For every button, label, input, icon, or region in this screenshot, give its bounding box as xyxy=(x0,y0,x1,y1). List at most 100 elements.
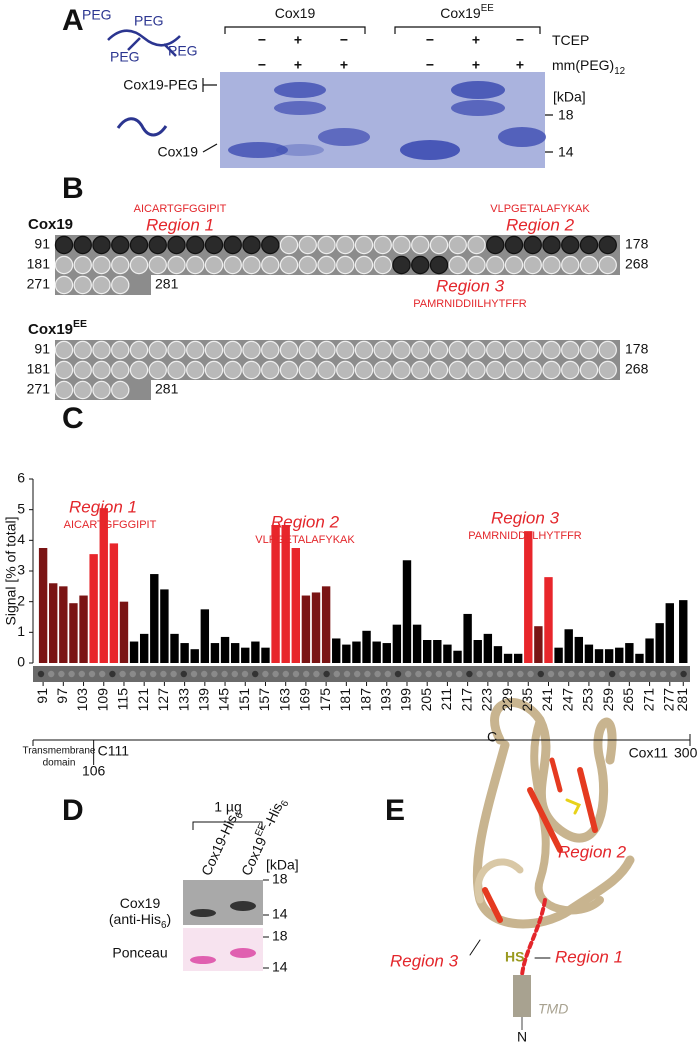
x-tick-label: 271 xyxy=(640,688,656,712)
row-end: 178 xyxy=(625,341,649,357)
bar xyxy=(251,641,260,663)
peptide-spot xyxy=(448,340,467,360)
peptide-spot xyxy=(186,340,205,360)
bar xyxy=(412,624,422,663)
peptide-spot xyxy=(111,340,130,360)
blot-label: Cox19 xyxy=(120,895,161,911)
bar xyxy=(503,653,513,663)
peptide-spot xyxy=(448,255,467,275)
sign: − xyxy=(258,57,266,73)
strip-spot xyxy=(313,670,320,678)
strip-spot xyxy=(517,670,524,678)
region-sequence: AICARTGFGGIPIT xyxy=(134,203,227,215)
peptide-spot xyxy=(561,255,580,275)
strip-spot xyxy=(558,670,565,678)
peptide-spot xyxy=(504,360,524,380)
x-tick-label: 145 xyxy=(216,688,232,712)
region-name: Region 1 xyxy=(146,215,214,234)
peptide-spot xyxy=(167,360,186,380)
bar xyxy=(625,643,634,663)
array-strip xyxy=(33,666,690,682)
array-name: Cox19EE xyxy=(28,318,87,338)
x-tick-label: 205 xyxy=(418,688,434,712)
strip-spot xyxy=(262,670,269,678)
peptide-spot xyxy=(73,360,92,380)
x-tick-label: 265 xyxy=(620,688,636,712)
bar xyxy=(645,638,654,663)
peptide-spot xyxy=(204,360,224,380)
text-part: 6 xyxy=(161,920,167,931)
group-label: Cox19 xyxy=(275,5,316,21)
bar xyxy=(332,638,341,663)
panel-letter: B xyxy=(62,172,84,205)
strip-spot xyxy=(48,670,55,678)
cys-label: C111 xyxy=(98,743,130,759)
row-end: 281 xyxy=(155,381,179,397)
cox11-end-label: 300 xyxy=(674,745,698,761)
x-tick-label: 235 xyxy=(519,688,535,712)
kda-label: [kDa] xyxy=(266,857,299,873)
peptide-spot xyxy=(129,340,149,360)
peptide-spot xyxy=(579,255,599,275)
bar xyxy=(38,548,48,663)
peptide-spot xyxy=(129,255,149,275)
peptide-spot xyxy=(204,235,224,255)
peptide-spot xyxy=(467,340,486,360)
peptide-spot xyxy=(317,340,336,360)
strip-spot xyxy=(88,670,96,678)
peptide-spot xyxy=(411,255,430,275)
peptide-spot xyxy=(148,255,167,275)
x-tick-label: 91 xyxy=(34,688,50,704)
bar xyxy=(220,636,230,663)
bar xyxy=(210,643,220,663)
bar xyxy=(372,641,381,663)
peptide-spot xyxy=(54,255,74,275)
text-part: 12 xyxy=(614,66,625,77)
bar xyxy=(635,653,644,663)
bar xyxy=(301,595,311,663)
peptide-spot xyxy=(92,380,111,400)
peptide-spot xyxy=(186,360,205,380)
peptide-spot xyxy=(392,340,411,360)
text-part: Cox19 xyxy=(120,895,161,911)
region-name: Region 3 xyxy=(491,508,560,527)
region-name: Region 2 xyxy=(271,512,340,531)
panel-letter: C xyxy=(62,402,84,435)
peptide-spot xyxy=(429,360,449,380)
row-start: 271 xyxy=(27,276,51,292)
peptide-spot xyxy=(279,235,299,255)
peg-label: PEG xyxy=(134,13,164,29)
peptide-spot xyxy=(392,235,411,255)
strip-spot xyxy=(333,670,340,678)
marker: 18 xyxy=(558,107,574,123)
text-part: mm(PEG) xyxy=(552,57,614,73)
gel-bands xyxy=(228,81,546,160)
peptide-spot xyxy=(129,235,149,255)
row-end: 268 xyxy=(625,361,649,377)
bar xyxy=(352,641,361,663)
sign: − xyxy=(426,32,434,48)
marker: 14 xyxy=(272,906,288,922)
strip-spot xyxy=(578,670,585,678)
sign: − xyxy=(426,57,434,73)
bar xyxy=(89,554,98,663)
x-tick-label: 259 xyxy=(600,688,616,712)
ponceau-band xyxy=(190,956,216,964)
bar xyxy=(342,644,351,663)
peptide-spot xyxy=(579,340,599,360)
blot-label: Ponceau xyxy=(112,945,167,961)
strip-spot xyxy=(374,670,381,678)
peptide-spot xyxy=(167,340,186,360)
x-tick-label: 133 xyxy=(175,688,191,712)
peptide-spot xyxy=(579,360,599,380)
peptide-spot xyxy=(411,235,430,255)
tmd-box xyxy=(513,975,531,1017)
bar xyxy=(534,626,543,663)
strip-spot xyxy=(68,670,75,678)
peptide-spot xyxy=(561,235,580,255)
marker: 18 xyxy=(272,871,288,887)
peptide-spot xyxy=(354,235,374,255)
strip-spot xyxy=(282,670,289,678)
peptide-spot xyxy=(373,360,392,380)
peptide-spot xyxy=(261,255,280,275)
